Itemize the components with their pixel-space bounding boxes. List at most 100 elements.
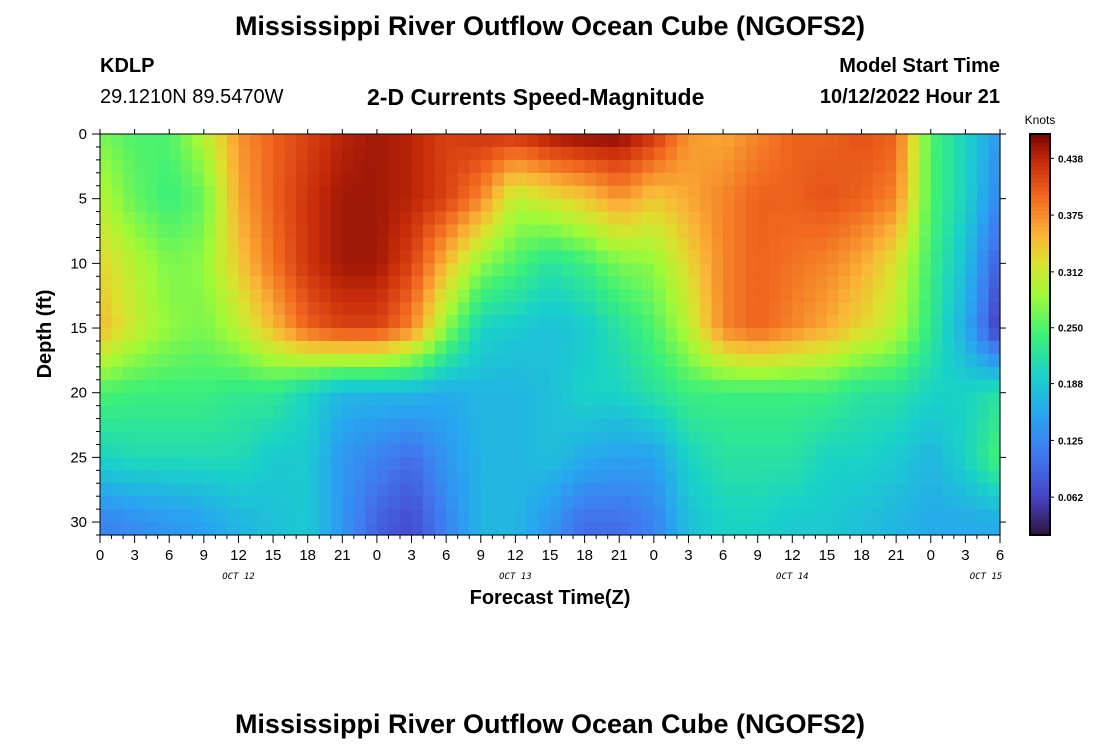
heatmap-cell (192, 315, 205, 329)
heatmap-cell (619, 379, 632, 394)
heatmap-cell (296, 315, 309, 329)
heatmap-cell (826, 366, 840, 381)
heatmap-cell (838, 496, 851, 510)
heatmap-cell (261, 185, 274, 200)
heatmap-cell (469, 496, 482, 510)
heatmap-cell (261, 315, 274, 329)
heatmap-cell (700, 509, 713, 523)
heatmap-cell (838, 302, 851, 316)
heatmap-cell (596, 496, 609, 510)
heatmap-cell (619, 431, 632, 446)
heatmap-cell (307, 392, 320, 407)
heatmap-cell (215, 172, 228, 187)
heatmap-cell (919, 315, 932, 329)
heatmap-cell (123, 418, 136, 433)
heatmap-cell (688, 315, 701, 329)
heatmap-cell (284, 185, 297, 200)
heatmap-cell (573, 470, 586, 484)
heatmap-cell (330, 289, 343, 303)
heatmap-cell (861, 289, 874, 303)
heatmap-cell (873, 392, 886, 407)
heatmap-cell (930, 418, 943, 433)
heatmap-cell (896, 353, 909, 368)
heatmap-cell (492, 237, 505, 252)
heatmap-cell (930, 146, 943, 161)
heatmap-cell (169, 496, 182, 510)
heatmap-cell (700, 483, 713, 497)
heatmap-cell (596, 405, 609, 420)
heatmap-cell (930, 315, 943, 329)
heatmap-cell (250, 522, 263, 536)
heatmap-cell (619, 159, 632, 174)
heatmap-cell (203, 172, 216, 187)
heatmap-cell (573, 418, 586, 433)
heatmap-cell (146, 379, 159, 394)
heatmap-cell (492, 457, 505, 471)
heatmap-cell (296, 185, 309, 200)
heatmap-cell (976, 146, 990, 161)
heatmap-cell (688, 392, 701, 407)
heatmap-cell (907, 340, 920, 355)
heatmap-cell (757, 392, 770, 407)
heatmap-cell (226, 470, 240, 484)
heatmap-cell (526, 263, 540, 277)
heatmap-cell (480, 340, 493, 355)
heatmap-cell (226, 444, 240, 458)
heatmap-cell (284, 457, 297, 471)
heatmap-cell (457, 509, 470, 523)
heatmap-cell (411, 237, 424, 252)
heatmap-cell (815, 159, 828, 174)
heatmap-cell (769, 405, 782, 420)
heatmap-cell (803, 340, 816, 355)
heatmap-cell (769, 289, 782, 303)
heatmap-cell (123, 366, 136, 381)
heatmap-cell (400, 211, 413, 226)
heatmap-cell (515, 134, 528, 148)
heatmap-cell (284, 146, 297, 161)
heatmap-cell (907, 134, 920, 148)
heatmap-cell (526, 276, 540, 290)
heatmap-cell (376, 263, 390, 277)
heatmap-cell (261, 379, 274, 394)
heatmap-cell (746, 418, 759, 433)
heatmap-cell (700, 457, 713, 471)
heatmap-cell (561, 496, 574, 510)
heatmap-cell (111, 522, 124, 536)
heatmap-cell (630, 198, 643, 213)
heatmap-cell (965, 444, 978, 458)
heatmap-cell (342, 379, 355, 394)
heatmap-cell (630, 457, 643, 471)
heatmap-cell (630, 405, 643, 420)
heatmap-cell (734, 224, 747, 239)
heatmap-cell (538, 496, 551, 510)
heatmap-cell (192, 276, 205, 290)
heatmap-cell (953, 431, 966, 446)
heatmap-cell (815, 470, 828, 484)
heatmap-cell (411, 431, 424, 446)
heatmap-cell (273, 457, 286, 471)
heatmap-cell (503, 379, 516, 394)
heatmap-cell (907, 392, 920, 407)
x-tick-label: 6 (442, 547, 450, 564)
heatmap-cell (953, 444, 966, 458)
heatmap-cell (400, 250, 413, 264)
heatmap-cell (700, 366, 713, 381)
heatmap-cell (769, 457, 782, 471)
heatmap-cell (250, 366, 263, 381)
heatmap-cell (757, 366, 770, 381)
heatmap-cell (838, 134, 851, 148)
heatmap-cell (584, 509, 597, 523)
heatmap-cell (250, 134, 263, 148)
heatmap-cell (907, 315, 920, 329)
heatmap-cell (919, 289, 932, 303)
heatmap-cell (965, 483, 978, 497)
heatmap-cell (688, 211, 701, 226)
heatmap-cell (976, 353, 990, 368)
heatmap-cell (100, 146, 113, 161)
heatmap-cell (215, 483, 228, 497)
heatmap-cell (873, 159, 886, 174)
heatmap-cell (330, 431, 343, 446)
heatmap-cell (100, 379, 113, 394)
heatmap-cell (584, 315, 597, 329)
heatmap-cell (400, 302, 413, 316)
